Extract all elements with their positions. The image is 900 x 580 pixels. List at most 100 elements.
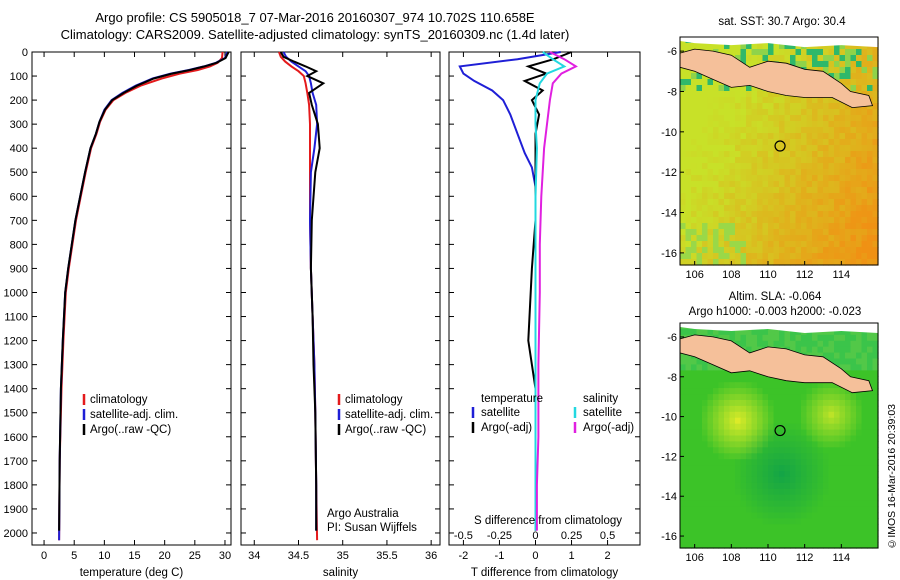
- temperature-ytick-label: 2000: [4, 528, 28, 540]
- sla_map-cell: [735, 536, 742, 543]
- sst_map-cell: [817, 151, 824, 158]
- sst_map-cell: [773, 229, 780, 236]
- sla_map-cell: [746, 476, 753, 484]
- sst_map-cell: [861, 181, 868, 188]
- sst_map-cell: [713, 145, 720, 152]
- sst_map-cell: [828, 61, 835, 68]
- sst_map-cell: [817, 253, 824, 260]
- sst_map-cell: [823, 193, 830, 200]
- sla_map-cell: [702, 465, 709, 472]
- sla_map-cell: [680, 476, 687, 484]
- sst_map-cell: [795, 61, 802, 68]
- sla_map-cell: [702, 405, 709, 413]
- sst_map-cell: [839, 67, 846, 74]
- sla_map-cell: [779, 536, 786, 543]
- sst_map-cell: [839, 55, 846, 62]
- sla_map-cell: [817, 340, 824, 348]
- sla_map-cell: [746, 346, 753, 354]
- sst_map-cell: [702, 175, 709, 182]
- sst_map-cell: [839, 115, 846, 122]
- sst_map-cell: [740, 175, 747, 182]
- sst_map-cell: [790, 49, 797, 56]
- sst_map-cell: [823, 43, 830, 50]
- sla_map-cell: [713, 364, 720, 371]
- sla_map-cell: [828, 542, 835, 549]
- sla_map-cell: [773, 482, 780, 490]
- sla_map-cell: [856, 417, 863, 425]
- sst_map-cell: [872, 49, 879, 56]
- sst_map-cell: [850, 193, 857, 200]
- sst_map-cell: [834, 49, 841, 56]
- sla_map-cell: [828, 411, 835, 419]
- sla_map-cell: [724, 518, 731, 525]
- sst_map-cell: [828, 205, 835, 212]
- sst_map-cell: [735, 259, 742, 266]
- sst_map-cell: [839, 127, 846, 134]
- sst_map-cell: [801, 175, 808, 182]
- sst_map-cell: [724, 139, 731, 146]
- sst_map-cell: [839, 145, 846, 152]
- sst_map-cell: [735, 241, 742, 248]
- sst_map-cell: [845, 229, 852, 236]
- sst_map-cell: [729, 151, 736, 158]
- sla_map-cell: [762, 388, 769, 395]
- sla_map-cell: [801, 417, 808, 425]
- sst_map-cell: [696, 43, 703, 50]
- sla_map-cell: [872, 500, 879, 508]
- sst_map-cell: [746, 151, 753, 158]
- sla_map-cell: [740, 417, 747, 425]
- sst_map-cell: [762, 109, 769, 116]
- sst_map-cell: [817, 235, 824, 242]
- sla_map-cell: [834, 441, 841, 448]
- sla_map-cell: [850, 370, 857, 377]
- sst_map-cell: [768, 175, 775, 182]
- sla_map-cell: [795, 453, 802, 460]
- sst_map-cell: [702, 223, 709, 230]
- sst_map-cell: [795, 49, 802, 56]
- sla_map-cell: [740, 536, 747, 543]
- sst_map-cell: [757, 217, 764, 224]
- sla_map-cell: [757, 512, 764, 519]
- sla_map-cell: [751, 376, 758, 383]
- sla_map-cell: [773, 459, 780, 466]
- sst_map-cell: [746, 241, 753, 248]
- sla_map-cell: [872, 376, 879, 383]
- sla_map-cell: [845, 441, 852, 448]
- sst_map-cell: [839, 211, 846, 218]
- sla_map-cell: [757, 530, 764, 537]
- sst_map-cell: [872, 187, 879, 194]
- sst_map-cell: [757, 205, 764, 212]
- sst_map-cell: [685, 187, 692, 194]
- sla_map-cell: [724, 429, 731, 437]
- sst_map-cell: [856, 61, 863, 68]
- sst_map-land: [679, 48, 874, 109]
- sst_map-cell: [762, 115, 769, 122]
- sla_map-cell: [691, 417, 698, 425]
- sst_map-cell: [768, 49, 775, 56]
- sst_map-cell: [867, 91, 874, 98]
- sla_map-cell: [828, 400, 835, 407]
- sst_map-cell: [823, 139, 830, 146]
- sla_map-cell: [839, 352, 846, 360]
- sla_map-cell: [828, 476, 835, 484]
- sla_map-cell: [784, 524, 791, 531]
- sla_map-cell: [707, 471, 714, 478]
- sst_map-cell: [718, 247, 725, 254]
- sst_map-cell: [724, 229, 731, 236]
- sla_map-cell: [817, 417, 824, 425]
- sst_map-cell: [729, 145, 736, 152]
- sla_map-cell: [856, 340, 863, 348]
- sst_map-cell: [812, 157, 819, 164]
- sla_map-cell: [680, 429, 687, 437]
- sla_map-cell: [839, 405, 846, 413]
- sst_map-cell: [702, 181, 709, 188]
- sst_map-cell: [696, 193, 703, 200]
- sst_map-cell: [713, 175, 720, 182]
- sla_map-cell: [768, 400, 775, 407]
- sst_map-cell: [680, 109, 687, 116]
- sst_map-cell: [746, 259, 753, 266]
- sla_map-cell: [779, 476, 786, 484]
- sst_map-cell: [779, 121, 786, 128]
- sst_map-cell: [713, 253, 720, 260]
- sst_map-cell: [806, 199, 813, 206]
